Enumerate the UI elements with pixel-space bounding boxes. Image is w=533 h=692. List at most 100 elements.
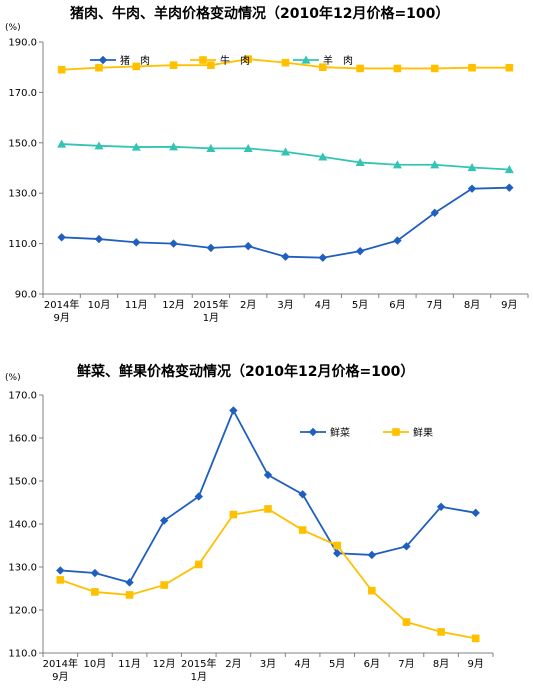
data-point bbox=[94, 141, 104, 150]
data-point bbox=[91, 588, 99, 596]
data-point bbox=[392, 160, 402, 169]
data-point bbox=[159, 516, 169, 525]
data-point bbox=[430, 208, 439, 218]
y-tick-label: 110.0 bbox=[8, 239, 37, 250]
chart-title: 猪肉、牛肉、羊肉价格变动情况（2010年12月价格=100） bbox=[69, 5, 449, 22]
x-tick-label: 7月 bbox=[398, 658, 414, 670]
data-point bbox=[169, 239, 178, 248]
data-point bbox=[471, 508, 480, 518]
data-point bbox=[160, 581, 168, 589]
data-point bbox=[298, 526, 307, 534]
data-point bbox=[57, 233, 66, 242]
data-point bbox=[298, 490, 307, 499]
legend-label: 鲜菜 bbox=[330, 426, 350, 439]
data-point bbox=[367, 550, 377, 560]
data-point bbox=[243, 241, 253, 251]
data-point bbox=[436, 502, 446, 511]
data-point bbox=[229, 406, 238, 415]
y-tick-label: 90.0 bbox=[15, 290, 37, 301]
data-point bbox=[430, 64, 439, 73]
data-point bbox=[229, 510, 238, 519]
chart-1: 猪肉、牛肉、羊肉价格变动情况（2010年12月价格=100） (%) 90.0 110… bbox=[5, 5, 529, 324]
data-point bbox=[318, 152, 328, 161]
data-point bbox=[56, 576, 65, 584]
legend-label: 牛 肉 bbox=[220, 54, 250, 67]
x-tick-label: 11月 bbox=[118, 658, 141, 670]
data-point bbox=[125, 578, 134, 587]
data-point bbox=[125, 591, 134, 599]
data-point bbox=[194, 492, 203, 501]
data-point bbox=[207, 61, 215, 69]
data-point bbox=[56, 566, 65, 575]
series-1 bbox=[56, 406, 480, 587]
x-tick-label: 8月 bbox=[464, 299, 480, 311]
y-tick-label: 150.0 bbox=[8, 477, 37, 488]
x-tick-label: 9月 bbox=[53, 312, 69, 324]
x-tick-label: 11月 bbox=[125, 299, 148, 311]
data-point bbox=[505, 63, 514, 72]
x-tick-label: 6月 bbox=[389, 299, 405, 311]
x-tick-label: 2015年 bbox=[181, 657, 216, 670]
x-tick-label: 4月 bbox=[315, 299, 331, 311]
data-point bbox=[131, 142, 141, 151]
legend-label: 鲜果 bbox=[413, 426, 433, 439]
series-line bbox=[60, 508, 476, 640]
x-tick-label: 1月 bbox=[203, 312, 219, 324]
x-tick-label: 2015年 bbox=[193, 298, 228, 311]
data-point bbox=[333, 549, 342, 558]
data-point bbox=[393, 236, 402, 245]
data-point bbox=[393, 64, 402, 73]
y-tick-label: 120.0 bbox=[8, 606, 37, 617]
y-tick-label: 160.0 bbox=[8, 434, 37, 445]
x-tick-label: 1月 bbox=[191, 671, 207, 683]
data-point bbox=[505, 183, 514, 192]
x-tick-label: 5月 bbox=[329, 658, 345, 670]
data-point bbox=[318, 253, 328, 262]
x-tick-label: 9月 bbox=[501, 299, 517, 311]
y-tick-label: 190.0 bbox=[8, 38, 37, 49]
data-point bbox=[206, 143, 216, 152]
chart-title: 鲜菜、鲜果价格变动情况（2010年12月价格=100） bbox=[77, 363, 414, 380]
y-tick-label: 130.0 bbox=[8, 189, 37, 200]
x-tick-label: 9月 bbox=[52, 671, 68, 683]
data-point bbox=[402, 542, 411, 551]
x-tick-label: 2月 bbox=[225, 658, 241, 670]
legend-label: 羊 肉 bbox=[323, 54, 353, 67]
data-point bbox=[504, 165, 514, 174]
y-tick-label: 170.0 bbox=[8, 391, 37, 402]
data-point bbox=[194, 560, 203, 569]
x-tick-label: 4月 bbox=[294, 658, 310, 670]
data-point bbox=[169, 61, 178, 69]
x-tick-label: 9月 bbox=[468, 658, 484, 670]
data-point bbox=[206, 243, 216, 253]
legend-marker bbox=[199, 56, 207, 64]
data-point bbox=[264, 505, 272, 513]
data-point bbox=[319, 63, 327, 71]
data-point bbox=[437, 628, 445, 636]
legend-marker bbox=[301, 55, 311, 64]
series-line bbox=[61, 186, 510, 259]
data-point bbox=[467, 162, 477, 172]
x-tick-label: 12月 bbox=[162, 299, 185, 311]
data-point bbox=[244, 55, 252, 63]
data-point bbox=[169, 142, 179, 151]
y-tick-label: 110.0 bbox=[8, 649, 37, 660]
y-tick-label: 170.0 bbox=[8, 88, 37, 99]
x-tick-label: 12月 bbox=[153, 658, 176, 670]
data-point bbox=[430, 160, 440, 169]
x-tick-label: 3月 bbox=[260, 658, 276, 670]
x-tick-label: 5月 bbox=[352, 299, 368, 311]
data-point bbox=[132, 62, 141, 71]
data-point bbox=[468, 63, 476, 72]
data-point bbox=[57, 65, 66, 74]
y-tick-label: 140.0 bbox=[8, 520, 37, 531]
data-point bbox=[281, 252, 290, 261]
data-point bbox=[471, 634, 480, 643]
data-point bbox=[95, 63, 103, 72]
series-3 bbox=[57, 139, 514, 174]
data-point bbox=[263, 470, 273, 480]
y-tick-label: 150.0 bbox=[8, 138, 37, 149]
series-2 bbox=[56, 505, 480, 643]
series-1 bbox=[57, 183, 514, 262]
